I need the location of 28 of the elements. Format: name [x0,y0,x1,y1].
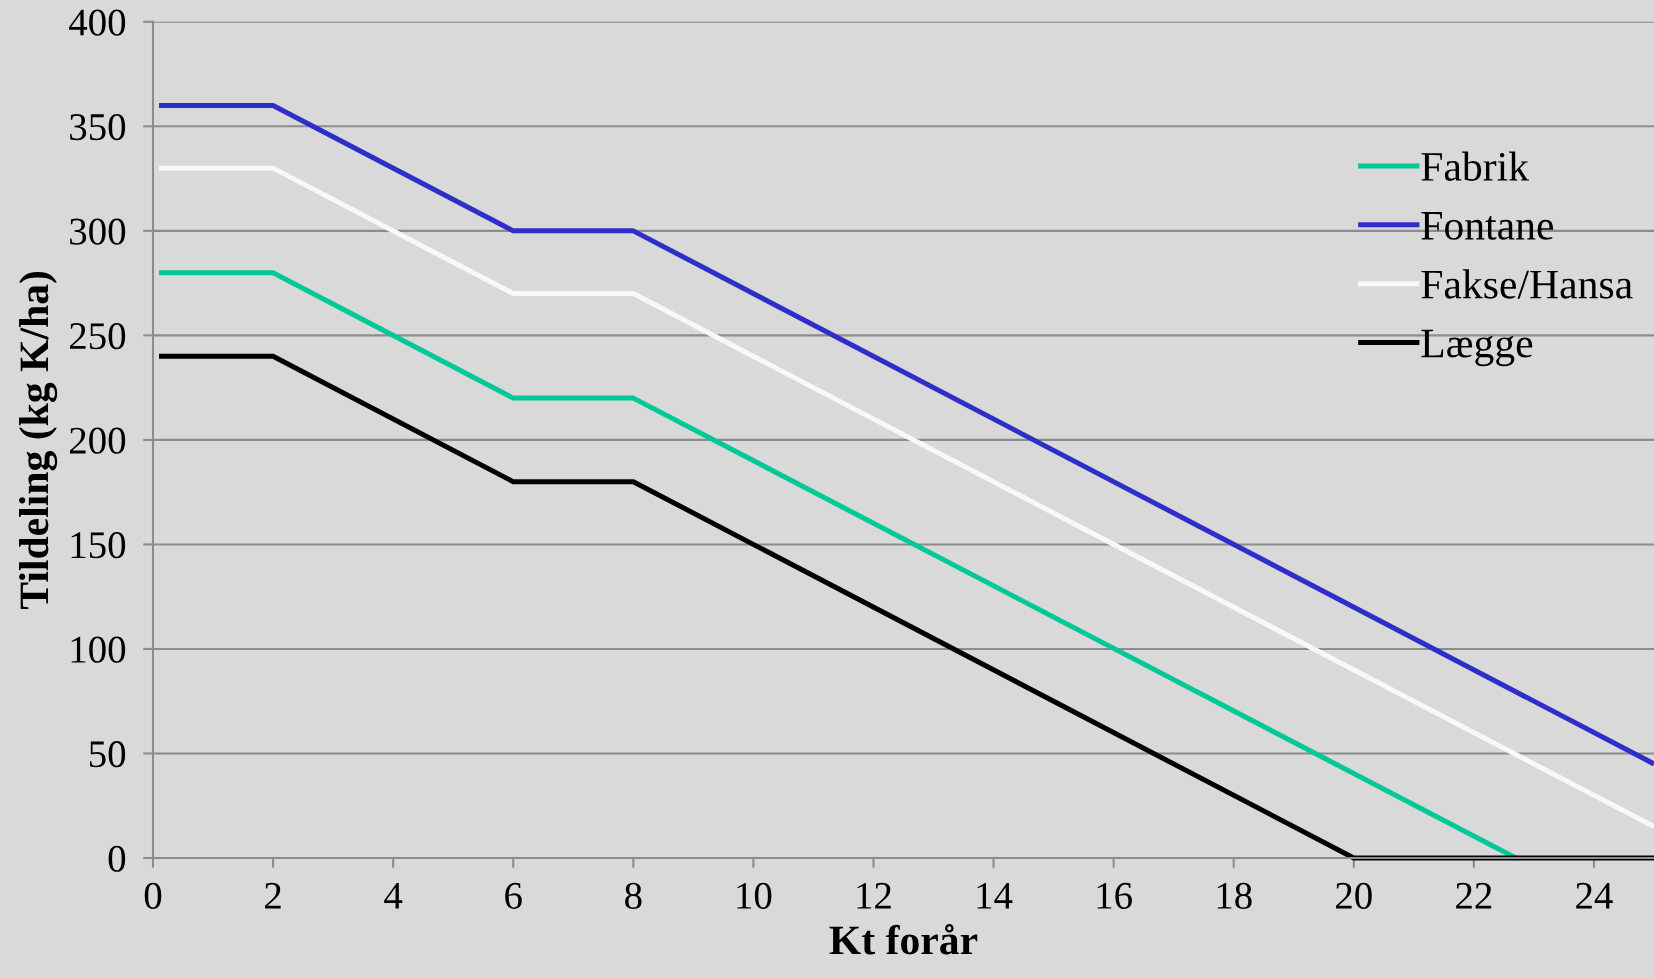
y-tick-label: 250 [69,323,126,350]
x-tick-label: 12 [857,882,891,909]
x-tick-label: 24 [1576,882,1613,909]
y-axis-title: Tildeling (kg K/ha) [19,271,58,610]
x-tick-label: 8 [625,882,642,909]
x-tick-label: 6 [505,882,522,909]
x-tick-label: 22 [1456,882,1492,909]
x-tick-label: 10 [737,882,772,909]
legend-label: Fontane [1421,212,1554,240]
y-tick-label: 100 [71,636,126,663]
legend-label: Fakse/Hansa [1421,269,1633,299]
x-tick-label: 16 [1097,882,1132,909]
x-tick-label: 2 [265,882,281,909]
x-tick-label: 18 [1217,882,1252,909]
y-tick-label: 350 [70,113,126,141]
y-tick-label: 200 [69,427,126,454]
legend-label: Fabrik [1421,151,1530,181]
y-tick-label: 150 [71,532,126,559]
x-tick-label: 4 [384,883,403,909]
legend-label: Lægge [1421,329,1533,367]
y-tick-label: 0 [108,845,126,872]
x-tick-label: 0 [144,882,162,909]
y-tick-label: 400 [69,9,126,36]
x-axis-title: Kt forår [829,923,978,955]
x-tick-label: 14 [977,882,1013,909]
y-tick-label: 300 [70,218,126,245]
y-tick-label: 50 [89,741,126,768]
x-tick-label: 20 [1336,882,1372,909]
